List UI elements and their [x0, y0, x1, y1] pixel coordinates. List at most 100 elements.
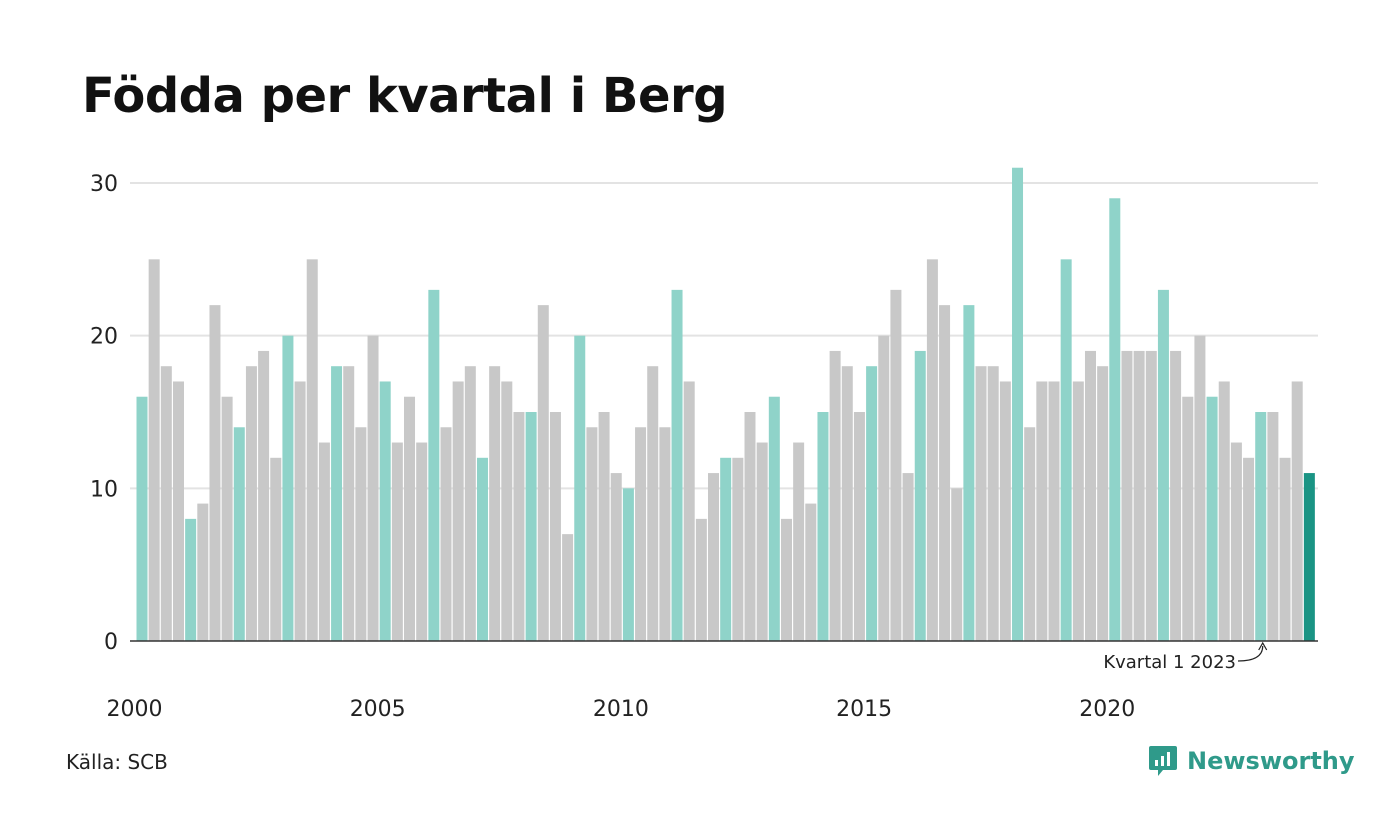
- bar-2012-q4: [756, 442, 768, 641]
- bar-2002-q4: [270, 457, 282, 641]
- y-tick-label: 0: [104, 630, 118, 655]
- bar-2018-q3: [1036, 381, 1048, 641]
- bar-2011-q3: [695, 518, 707, 641]
- bar-2009-q3: [598, 412, 610, 641]
- bar-2014-q1: [817, 412, 829, 641]
- bar-2019-q4: [1097, 366, 1109, 641]
- bar-2008-q4: [562, 534, 574, 641]
- bar-2003-q3: [306, 259, 318, 641]
- bar-2015-q2: [878, 335, 890, 641]
- bar-2021-q1: [1157, 289, 1169, 641]
- bar-2008-q1: [525, 412, 537, 641]
- annotation-label: Kvartal 1 2023: [1103, 652, 1236, 673]
- bar-2012-q2: [732, 457, 744, 641]
- bar-2019-q3: [1084, 350, 1096, 641]
- bar-2004-q4: [367, 335, 379, 641]
- bar-2017-q2: [975, 366, 987, 641]
- bar-2009-q1: [574, 335, 586, 641]
- bar-2021-q4: [1194, 335, 1206, 641]
- bar-2013-q4: [805, 503, 817, 641]
- bar-2018-q2: [1024, 427, 1036, 641]
- chart-title: Födda per kvartal i Berg: [82, 68, 728, 124]
- bar-2000-q3: [160, 366, 172, 641]
- bar-2020-q2: [1121, 350, 1133, 641]
- bar-2010-q1: [622, 488, 634, 641]
- bar-2017-q4: [999, 381, 1011, 641]
- bar-2019-q2: [1072, 381, 1084, 641]
- bar-2021-q3: [1182, 396, 1194, 641]
- bars: [136, 167, 1315, 642]
- bar-2022-q1: [1206, 396, 1218, 641]
- bar-2002-q2: [245, 366, 257, 641]
- bar-2012-q1: [720, 457, 732, 641]
- bar-2006-q4: [464, 366, 476, 641]
- bar-2015-q3: [890, 289, 902, 641]
- annotation: Kvartal 1 2023: [1103, 641, 1268, 673]
- bar-2019-q1: [1060, 259, 1072, 641]
- bar-2004-q3: [355, 427, 367, 641]
- bar-2013-q2: [780, 518, 792, 641]
- bar-2023-q2: [1267, 412, 1279, 641]
- bar-2000-q4: [172, 381, 184, 641]
- bar-2021-q2: [1170, 350, 1182, 641]
- bar-2013-q3: [793, 442, 805, 641]
- bar-2016-q1: [914, 350, 926, 641]
- bar-2023-q4: [1291, 381, 1303, 641]
- bar-2001-q4: [221, 396, 233, 641]
- bar-2016-q3: [939, 305, 951, 641]
- annotation-arrowhead: [1258, 641, 1268, 651]
- bar-2008-q2: [537, 305, 549, 641]
- bar-2001-q1: [185, 518, 197, 641]
- x-tick-label: 2005: [350, 697, 406, 722]
- x-tick-label: 2020: [1079, 697, 1135, 722]
- bar-2018-q4: [1048, 381, 1060, 641]
- bar-2003-q2: [294, 381, 306, 641]
- bar-2010-q2: [635, 427, 647, 641]
- bar-2016-q2: [926, 259, 938, 641]
- bar-2000-q2: [148, 259, 160, 641]
- bar-2010-q4: [659, 427, 671, 641]
- bar-2014-q4: [853, 412, 865, 641]
- bar-2024-q1: [1303, 473, 1315, 641]
- bar-2009-q2: [586, 427, 598, 641]
- bar-2017-q1: [963, 305, 975, 641]
- brand-name: Newsworthy: [1187, 747, 1355, 775]
- bar-2020-q1: [1109, 198, 1121, 641]
- bar-2003-q1: [282, 335, 294, 641]
- bar-2020-q3: [1133, 350, 1145, 641]
- bar-2009-q4: [610, 473, 622, 641]
- bar-2011-q2: [683, 381, 695, 641]
- bar-2002-q3: [258, 350, 270, 641]
- bar-2007-q4: [513, 412, 525, 641]
- y-tick-label: 10: [90, 477, 118, 502]
- axes: 0 10 20 30 2000 2005 2010 2015 2020: [90, 172, 1318, 722]
- bar-2022-q3: [1230, 442, 1242, 641]
- bar-2005-q4: [416, 442, 428, 641]
- bar-2020-q4: [1145, 350, 1157, 641]
- bar-2002-q1: [233, 427, 245, 641]
- bar-2001-q3: [209, 305, 221, 641]
- bar-2022-q2: [1218, 381, 1230, 641]
- newsworthy-icon: [1149, 746, 1177, 776]
- x-tick-label: 2015: [836, 697, 892, 722]
- bar-2008-q3: [549, 412, 561, 641]
- bar-2015-q4: [902, 473, 914, 641]
- bar-2018-q1: [1012, 167, 1024, 642]
- y-tick-label: 30: [90, 172, 118, 197]
- bar-2004-q1: [331, 366, 343, 641]
- bar-2006-q3: [452, 381, 464, 641]
- source-note: Källa: SCB: [66, 750, 168, 774]
- bar-2011-q1: [671, 289, 683, 641]
- bar-2016-q4: [951, 488, 963, 641]
- bar-2022-q4: [1243, 457, 1255, 641]
- x-tick-label: 2010: [593, 697, 649, 722]
- x-tick-label: 2000: [107, 697, 163, 722]
- bar-2003-q4: [318, 442, 330, 641]
- bar-2012-q3: [744, 412, 756, 641]
- bar-2010-q3: [647, 366, 659, 641]
- bar-2005-q3: [404, 396, 416, 641]
- bar-2014-q3: [841, 366, 853, 641]
- bar-2023-q1: [1255, 412, 1267, 641]
- annotation-arrow: [1237, 645, 1264, 662]
